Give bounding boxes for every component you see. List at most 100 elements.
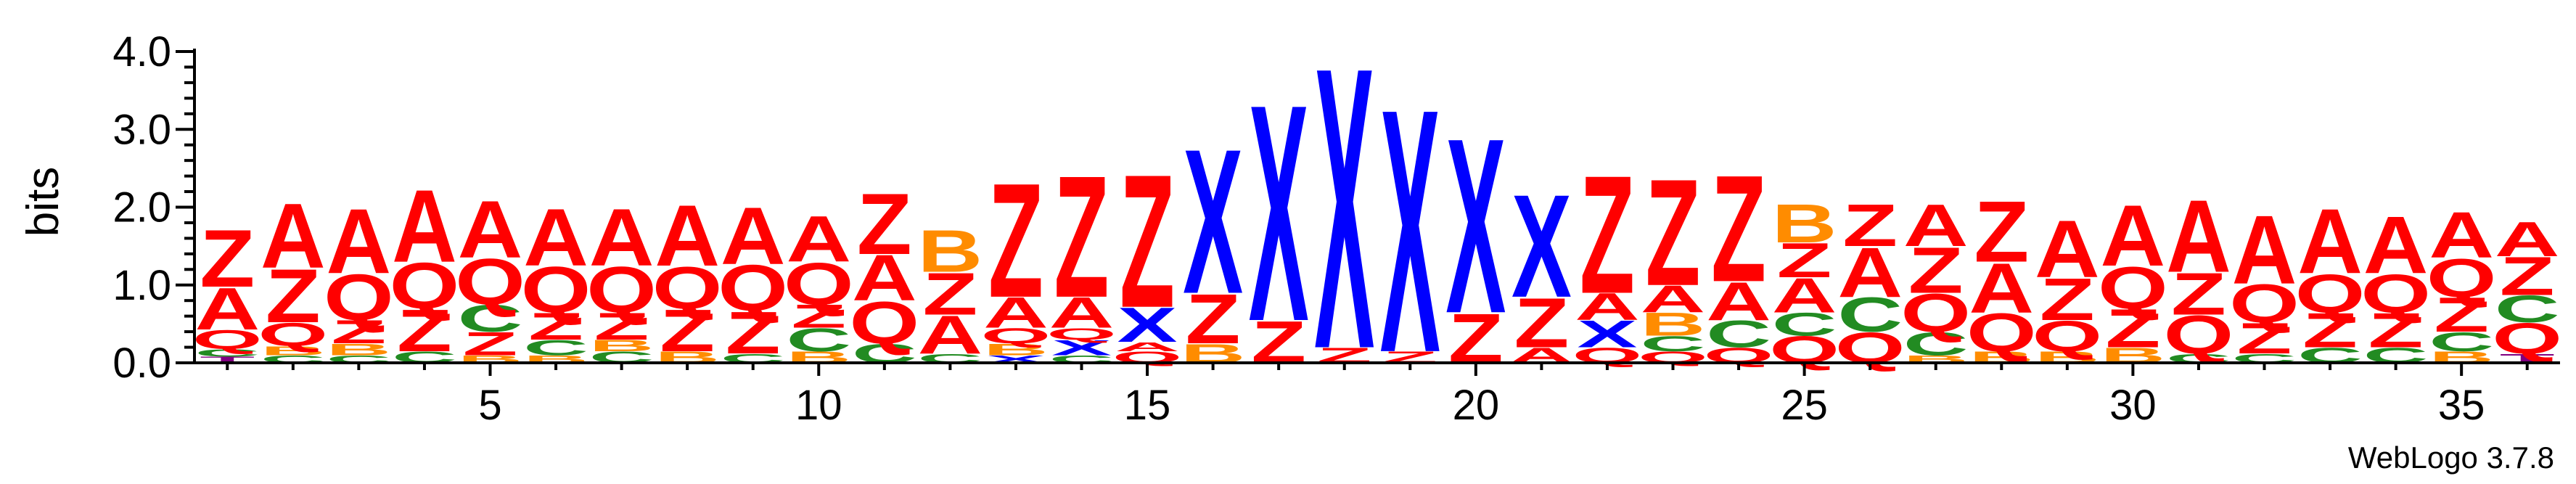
- logo-letter-a: A: [1969, 248, 2034, 327]
- logo-letter-z: Z: [1186, 279, 1241, 358]
- logo-letter-z: Z: [2040, 267, 2095, 333]
- logo-letter-a: A: [852, 242, 917, 314]
- logo-letter-x: X: [1578, 313, 1638, 356]
- logo-letter-z: Z: [988, 150, 1043, 332]
- logo-letter-x: X: [1445, 86, 1506, 365]
- logo-letter-c: C: [523, 335, 588, 359]
- x-axis: 5 10 15 20 25 30 35: [194, 361, 2560, 429]
- logo-letter-a: A: [261, 184, 326, 288]
- logo-letter-z: Z: [1711, 144, 1766, 314]
- logo-letter-c: C: [1837, 288, 1903, 343]
- logo-letter-a: A: [327, 189, 392, 293]
- logo-letter-z: Z: [2434, 288, 2489, 343]
- logo-letter-a: A: [1903, 193, 1969, 259]
- logo-letter-z: Z: [397, 298, 452, 364]
- logo-letter-a: A: [2101, 187, 2166, 284]
- logo-letter-a: A: [589, 192, 655, 283]
- logo-letter-q: Q: [652, 255, 723, 321]
- logo-letter-q: Q: [2492, 314, 2562, 363]
- logo-letter-z: Z: [1777, 234, 1832, 288]
- logo-letter-c: C: [1903, 325, 1969, 362]
- logo-letter-b: B: [1772, 193, 1837, 254]
- logo-letter-q: Q: [2229, 273, 2300, 334]
- logo-letter-x: X: [1380, 37, 1440, 425]
- logo-letter-z: Z: [200, 213, 255, 304]
- logo-letter-z: Z: [922, 261, 977, 327]
- logo-letter-z: Z: [528, 305, 583, 348]
- y-axis: 0.0 1.0 2.0 3.0 4.0: [112, 28, 196, 387]
- logo-letter-q: Q: [718, 252, 788, 324]
- x-tick-label: 5: [478, 382, 501, 429]
- logo-letter-q: Q: [455, 245, 525, 318]
- logo-letter-b: B: [918, 218, 983, 284]
- logo-letter-a: A: [523, 192, 588, 283]
- logo-letter-z: Z: [463, 325, 518, 362]
- logo-letter-c: C: [194, 347, 260, 359]
- logo-letter-q: Q: [850, 290, 920, 356]
- logo-letter-z: Z: [2368, 304, 2424, 358]
- logo-letter-b: B: [261, 343, 326, 358]
- logo-letter-b: B: [1641, 306, 1706, 343]
- logo-letter-z: Z: [331, 313, 386, 350]
- logo-letter-z: Z: [594, 305, 649, 348]
- logo-letter-q: Q: [1966, 302, 2037, 363]
- logo-letter-q: Q: [1900, 282, 1971, 343]
- x-tick-label: 25: [1781, 382, 1828, 429]
- logo-letter-a: A: [786, 202, 851, 275]
- logo-letter-a: A: [2495, 213, 2560, 267]
- logo-letter-q: Q: [2295, 263, 2366, 324]
- x-tick-label: 10: [795, 382, 842, 429]
- y-tick-label: 3.0: [112, 106, 171, 153]
- logo-letter-a: A: [2363, 200, 2429, 291]
- logo-letter-q: Q: [324, 261, 394, 334]
- logo-letter-a: A: [655, 187, 720, 284]
- x-tick-label: 30: [2109, 382, 2157, 429]
- x-tick-label: 15: [1124, 382, 1171, 429]
- logo-letter-a: A: [1115, 340, 1180, 354]
- logo-letter-a: A: [1641, 279, 1706, 321]
- logo-letter-q: Q: [1046, 324, 1117, 343]
- logo-letter-c: C: [786, 321, 851, 358]
- logo-letter-a: A: [2232, 196, 2297, 305]
- logo-letter-z: Z: [726, 300, 781, 366]
- logo-letter-a: A: [1837, 233, 1903, 312]
- logo-letter-z: Z: [2171, 261, 2226, 327]
- logo-letter-z: Z: [1908, 234, 1964, 306]
- logo-letter-b: B: [589, 337, 655, 355]
- logo-letter-q: Q: [2164, 304, 2234, 365]
- y-axis-title: bits: [18, 167, 68, 237]
- logo-letter-c: C: [2495, 288, 2560, 330]
- logo-letter-q: Q: [2098, 255, 2168, 321]
- logo-glyph-layer: TCQAZCBQZACBZQACZQABZCQABCZQACBZQABZQACZ…: [192, 0, 2562, 433]
- logo-letter-a: A: [2429, 199, 2494, 271]
- logo-letter-z: Z: [2237, 314, 2292, 363]
- logo-letter-x: X: [1249, 39, 1309, 386]
- logo-letter-x: X: [1183, 106, 1243, 337]
- logo-letter-z: Z: [660, 298, 715, 364]
- logo-letter-x: X: [1314, 0, 1374, 433]
- logo-letter-z: Z: [857, 176, 912, 273]
- logo-letter-q: Q: [981, 324, 1051, 348]
- logo-letter-a: A: [392, 169, 457, 284]
- logo-letter-q: Q: [258, 316, 329, 353]
- logo-letter-a: A: [1575, 286, 1640, 328]
- logo-letter-q: Q: [586, 253, 657, 326]
- logo-letter-z: Z: [791, 298, 846, 335]
- x-tick-label: 35: [2438, 382, 2485, 429]
- logo-letter-q: Q: [784, 251, 854, 317]
- logo-letter-a: A: [1706, 271, 1771, 332]
- logo-letter-x: X: [1117, 298, 1178, 353]
- logo-letter-c: C: [2429, 327, 2494, 357]
- y-tick-label: 1.0: [112, 262, 171, 309]
- logo-letter-c: C: [1706, 313, 1771, 356]
- logo-letter-q: Q: [2427, 247, 2497, 308]
- y-tick-label: 4.0: [112, 28, 171, 75]
- logo-letter-q: Q: [390, 250, 460, 322]
- logo-letter-z: Z: [2500, 246, 2555, 307]
- logo-letter-z: Z: [266, 254, 321, 339]
- logo-letter-b: B: [327, 340, 392, 358]
- logo-letter-z: Z: [2302, 304, 2358, 358]
- logo-letter-a: A: [721, 191, 786, 282]
- logo-letter-q: Q: [2360, 263, 2431, 324]
